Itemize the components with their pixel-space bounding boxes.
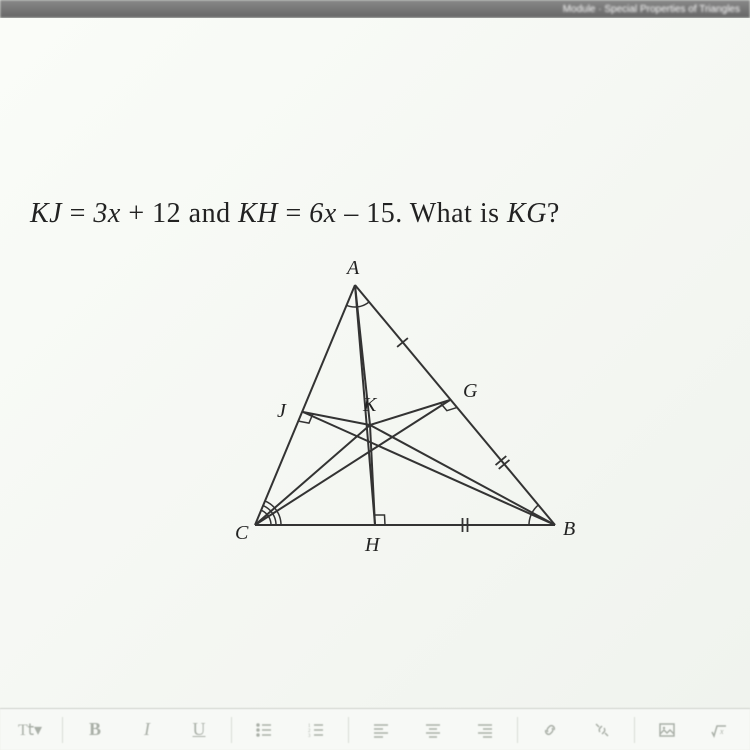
- vertex-label-H: H: [365, 534, 379, 557]
- align-center-button[interactable]: [409, 713, 457, 747]
- editor-toolbar: T𝗍▾ B I U 123 x: [0, 708, 750, 750]
- divider: [634, 717, 635, 743]
- ul-button[interactable]: [240, 713, 288, 747]
- vertex-label-A: A: [347, 257, 359, 280]
- vertex-label-B: B: [563, 518, 575, 541]
- vertex-label-G: G: [463, 380, 477, 403]
- content-area: KJ = 3x + 12 and KH = 6x – 15. What is K…: [0, 18, 750, 708]
- triangle-figure: A G K J C H B: [165, 260, 585, 570]
- vertex-label-K: K: [363, 394, 376, 417]
- image-button[interactable]: [643, 713, 691, 747]
- unlink-icon: [593, 721, 611, 739]
- align-left-button[interactable]: [357, 713, 405, 747]
- unlink-button[interactable]: [578, 713, 626, 747]
- italic-button[interactable]: I: [123, 713, 171, 747]
- header-bar: Module · Special Properties of Triangles: [0, 0, 750, 18]
- align-center-icon: [424, 721, 442, 739]
- vertex-label-J: J: [277, 400, 286, 423]
- align-left-icon: [372, 721, 390, 739]
- equation-button[interactable]: x: [695, 713, 743, 747]
- sqrt-icon: x: [710, 721, 728, 739]
- svg-text:x: x: [719, 727, 724, 736]
- list-ul-icon: [255, 721, 273, 739]
- divider: [62, 717, 63, 743]
- bold-button[interactable]: B: [71, 713, 119, 747]
- font-picker[interactable]: T𝗍▾: [6, 713, 54, 747]
- svg-text:3: 3: [308, 734, 311, 739]
- list-ol-icon: 123: [307, 721, 325, 739]
- ol-button[interactable]: 123: [292, 713, 340, 747]
- divider: [348, 717, 349, 743]
- divider: [231, 717, 232, 743]
- vertex-label-C: C: [235, 522, 248, 545]
- problem-text: KJ = 3x + 12 and KH = 6x – 15. What is K…: [30, 198, 720, 230]
- header-text: Module · Special Properties of Triangles: [563, 4, 740, 15]
- image-icon: [658, 721, 676, 739]
- align-right-button[interactable]: [461, 713, 509, 747]
- divider: [517, 717, 518, 743]
- underline-button[interactable]: U: [175, 713, 223, 747]
- link-button[interactable]: [526, 713, 574, 747]
- link-icon: [541, 721, 559, 739]
- align-right-icon: [476, 721, 494, 739]
